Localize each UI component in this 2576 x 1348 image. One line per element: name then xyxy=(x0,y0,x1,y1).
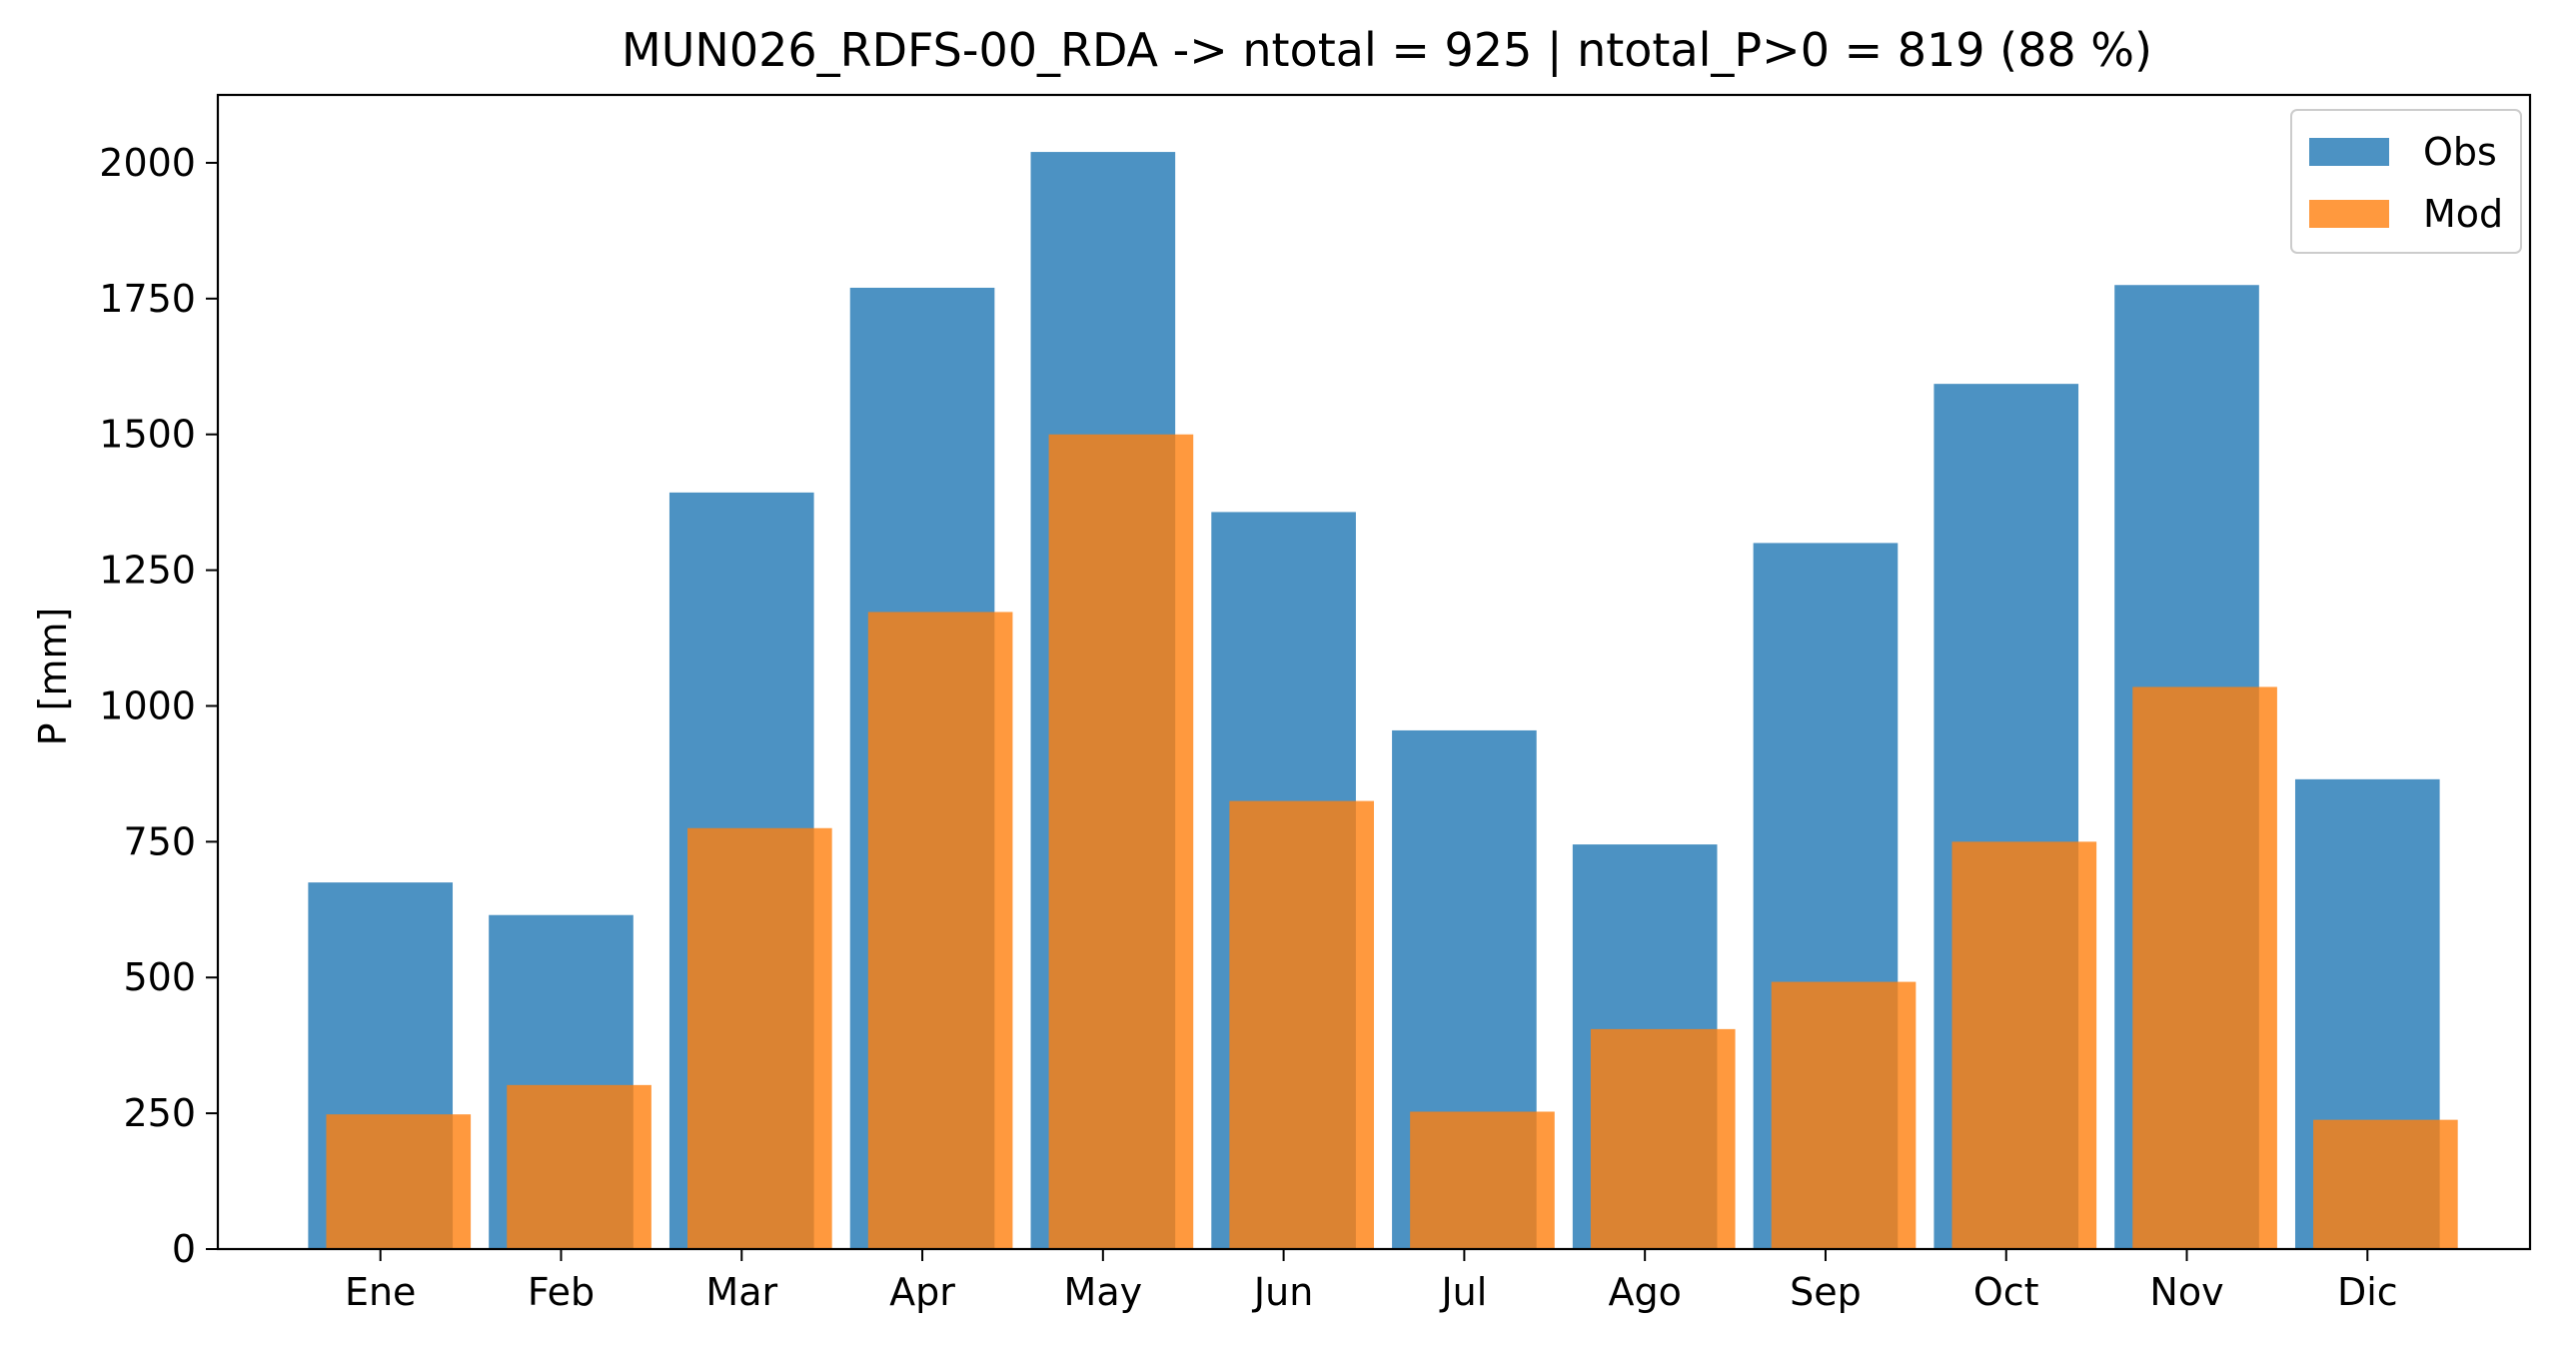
x-tick-label: Apr xyxy=(889,1270,955,1314)
x-tick-label: Oct xyxy=(1973,1270,2039,1314)
y-tick-label: 1750 xyxy=(99,277,196,321)
y-tick-label: 250 xyxy=(123,1091,196,1135)
bars-layer xyxy=(308,152,2458,1250)
bar-mod-jul xyxy=(1410,1111,1555,1249)
y-tick-label: 500 xyxy=(123,955,196,999)
x-tick-label: Ago xyxy=(1608,1270,1681,1314)
y-axis-label: P [mm] xyxy=(31,608,75,746)
bar-mod-oct xyxy=(1951,841,2097,1249)
bar-mod-ene xyxy=(326,1114,472,1249)
x-tick-label: Dic xyxy=(2337,1270,2398,1314)
x-tick-label: Mar xyxy=(705,1270,777,1314)
bar-mod-sep xyxy=(1771,981,1917,1249)
y-tick-label: 750 xyxy=(123,819,196,863)
x-tick-label: Sep xyxy=(1790,1270,1862,1314)
x-tick-label: May xyxy=(1064,1270,1143,1314)
bar-mod-mar xyxy=(687,827,832,1249)
bar-mod-ago xyxy=(1590,1028,1736,1249)
legend-label-mod: Mod xyxy=(2423,192,2503,236)
x-tick-label: Ene xyxy=(345,1270,416,1314)
x-tick-label: Feb xyxy=(528,1270,595,1314)
x-tick-label: Jun xyxy=(1252,1270,1313,1314)
bar-mod-dic xyxy=(2313,1119,2458,1249)
y-tick-label: 0 xyxy=(172,1227,196,1271)
x-tick-label: Jul xyxy=(1439,1270,1487,1314)
y-tick-label: 1500 xyxy=(99,413,196,457)
bar-mod-may xyxy=(1048,434,1194,1250)
y-tick-label: 1000 xyxy=(99,683,196,727)
y-tick-label: 2000 xyxy=(99,141,196,185)
chart-title: MUN026_RDFS-00_RDA -> ntotal = 925 | nto… xyxy=(622,23,2152,78)
legend: Obs Mod xyxy=(2290,109,2522,254)
x-tick-label: Nov xyxy=(2149,1270,2223,1314)
bar-mod-apr xyxy=(867,612,1013,1249)
bar-mod-jun xyxy=(1229,800,1375,1249)
plot-frame xyxy=(216,93,2532,1251)
legend-swatch-mod xyxy=(2309,200,2389,228)
bar-mod-feb xyxy=(507,1084,651,1249)
axes-layer: 0 250 500 750 1000 1250 1500 1750 2000 Ene Feb Mar A… xyxy=(99,93,2532,1314)
legend-swatch-obs xyxy=(2309,138,2389,166)
y-tick-label: 1250 xyxy=(99,549,196,593)
bar-mod-nov xyxy=(2132,686,2277,1249)
legend-label-obs: Obs xyxy=(2423,130,2497,174)
